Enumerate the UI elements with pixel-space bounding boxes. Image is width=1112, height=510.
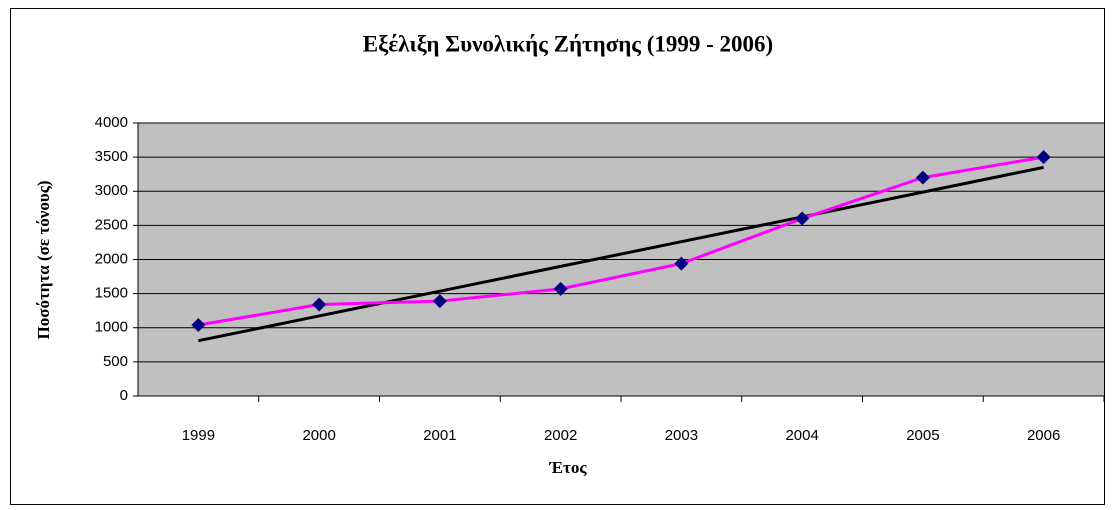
x-tick-label: 2001 <box>423 427 456 444</box>
marker <box>1036 150 1051 165</box>
y-tick-label: 3000 <box>95 182 128 199</box>
y-tick-label: 1500 <box>95 285 128 302</box>
marker <box>191 318 206 333</box>
x-tick-label: 2004 <box>785 427 818 444</box>
x-axis-label: Έτος <box>548 458 587 477</box>
marker <box>312 297 327 312</box>
series-line <box>198 155 1044 327</box>
y-tick-label: 2500 <box>95 216 128 233</box>
x-tick-label: 2000 <box>302 427 335 444</box>
x-tick-label: 2006 <box>1027 427 1060 444</box>
y-tick-label: 1000 <box>95 319 128 336</box>
y-axis-label: Ποσότητα (σε τόνους) <box>34 180 53 339</box>
y-tick-label: 0 <box>120 387 128 404</box>
marker <box>674 256 689 271</box>
y-tick-label: 2000 <box>95 250 128 267</box>
y-tick-label: 4000 <box>95 114 128 131</box>
trend-line <box>198 165 1044 343</box>
x-tick-label: 1999 <box>182 427 215 444</box>
marker <box>432 294 447 309</box>
y-tick-label: 3500 <box>95 148 128 165</box>
x-tick-label: 2005 <box>906 427 939 444</box>
marker <box>795 211 810 226</box>
x-tick-label: 2002 <box>544 427 577 444</box>
y-tick-label: 500 <box>103 353 128 370</box>
x-tick-label: 2003 <box>665 427 698 444</box>
marker <box>915 170 930 185</box>
chart-title: Εξέλιξη Συνολικής Ζήτησης (1999 - 2006) <box>363 31 773 56</box>
marker <box>553 281 568 296</box>
